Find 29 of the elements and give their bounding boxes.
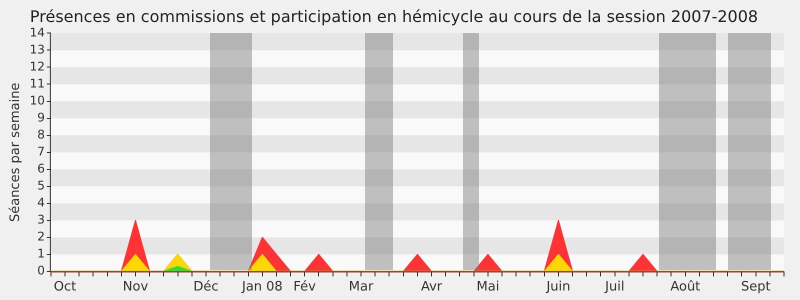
y-tick-label: 0 <box>37 264 45 278</box>
y-tick-label: 10 <box>30 93 45 108</box>
x-tick-label: Mai <box>476 280 500 295</box>
y-tick-label: 13 <box>30 42 45 56</box>
x-tick-label: Juin <box>545 280 570 295</box>
y-tick-label: 9 <box>37 110 45 124</box>
x-tick-label: Avr <box>420 280 443 295</box>
y-tick-label: 6 <box>37 161 45 176</box>
x-tick-label: Mar <box>348 280 374 295</box>
y-tick-label: 2 <box>37 229 45 244</box>
y-tick-label: 3 <box>37 212 45 226</box>
x-tick-label: Nov <box>122 280 148 295</box>
y-tick-label: 4 <box>37 195 45 210</box>
x-tick-label: Juil <box>604 280 624 295</box>
x-tick-label: Fév <box>293 280 316 295</box>
x-tick-label: Sept <box>741 280 771 295</box>
y-tick-label: 8 <box>37 127 45 142</box>
x-tick-label: Jan 08 <box>240 280 283 295</box>
y-tick-label: 7 <box>37 144 45 158</box>
x-tick-label: Août <box>670 280 700 295</box>
y-axis-title: Séances par semaine <box>8 82 24 222</box>
chart-title: Présences en commissions et participation en hémicycle au cours de la session 2007-2008 <box>30 6 758 26</box>
y-tick-label: 5 <box>37 178 45 192</box>
y-tick-label: 14 <box>30 25 45 40</box>
x-tick-label: Oct <box>54 280 76 295</box>
y-tick-label: 11 <box>30 76 45 90</box>
y-tick-label: 12 <box>30 59 45 74</box>
y-tick-label: 1 <box>37 246 45 261</box>
x-tick-label: Déc <box>193 280 219 295</box>
